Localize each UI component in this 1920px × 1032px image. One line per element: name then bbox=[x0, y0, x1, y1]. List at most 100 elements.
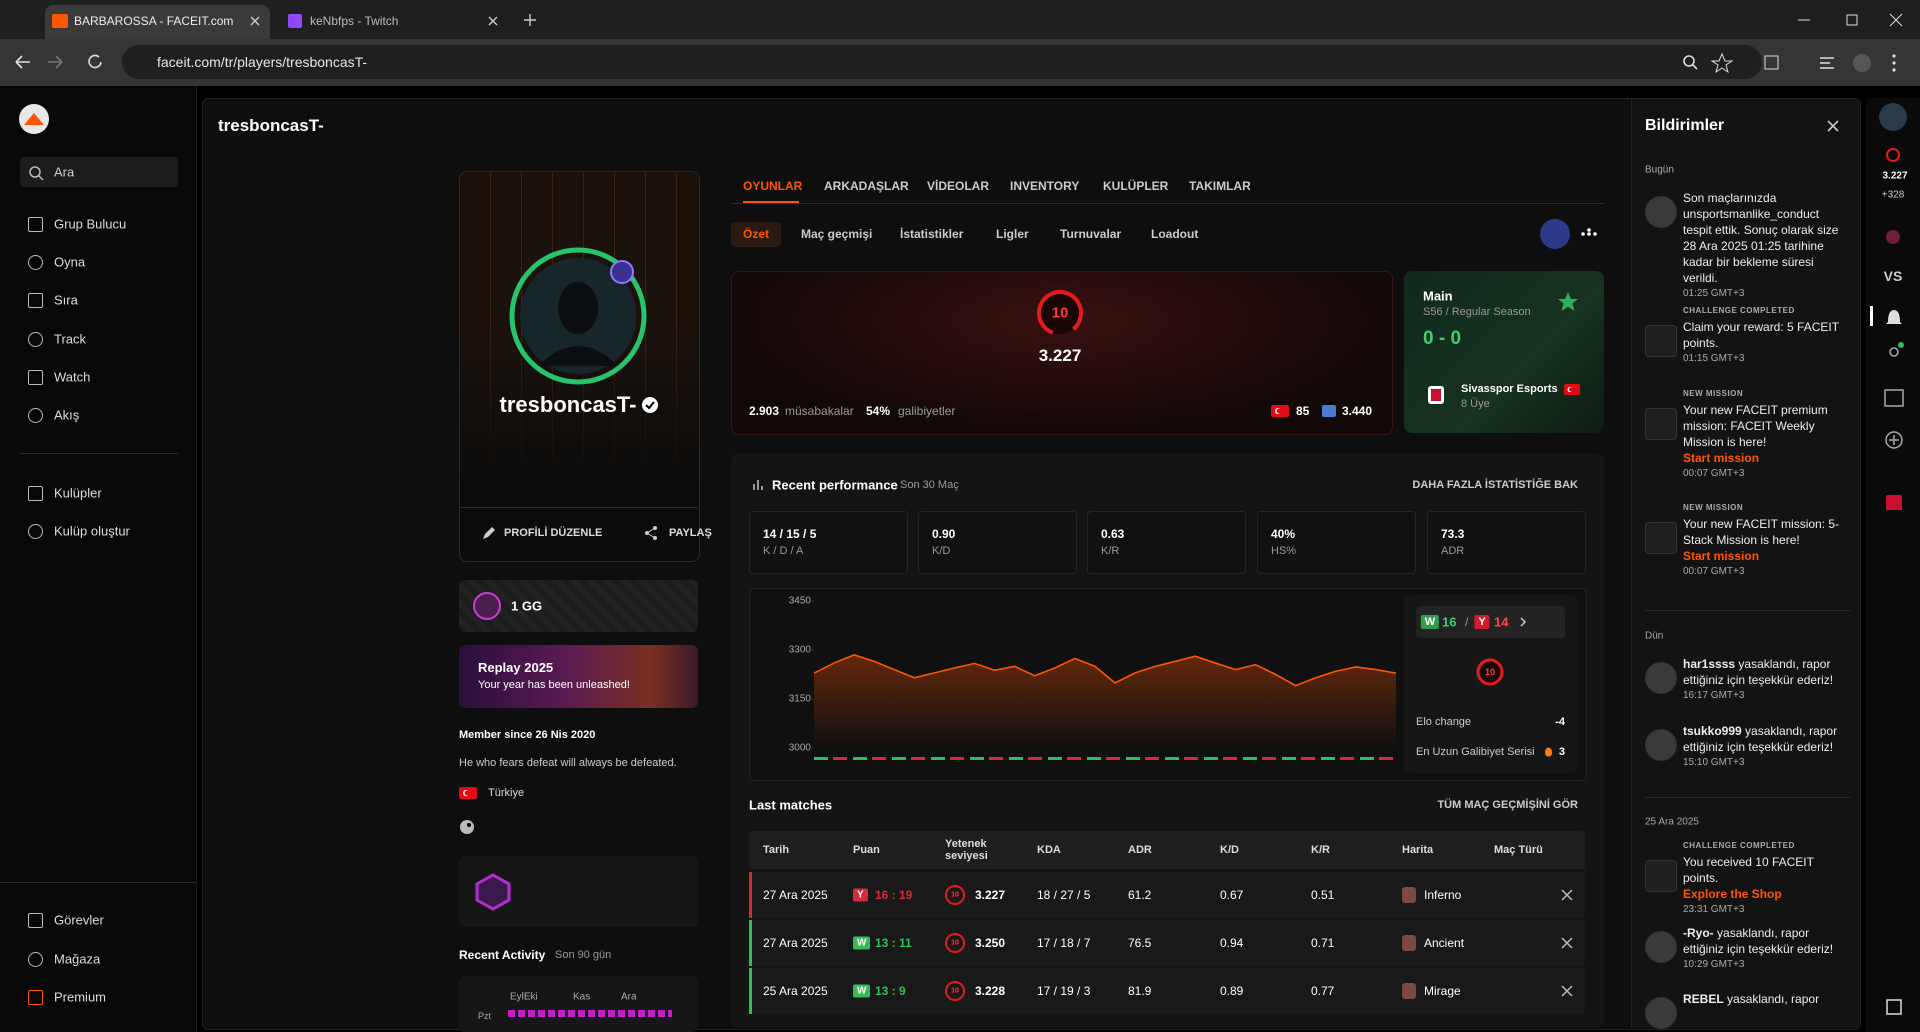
graphic bbox=[645, 401, 655, 410]
profile-tab[interactable]: KULÜPLER bbox=[1103, 179, 1169, 193]
faceit-logo[interactable] bbox=[18, 103, 50, 135]
sub-tab[interactable]: Özet bbox=[742, 227, 770, 241]
sub-tab[interactable]: Ligler bbox=[996, 227, 1029, 241]
league-card[interactable] bbox=[1404, 271, 1604, 433]
nav-item[interactable] bbox=[20, 399, 178, 431]
nav-item[interactable] bbox=[20, 246, 178, 278]
graphic bbox=[1037, 290, 1083, 336]
new-tab[interactable] bbox=[523, 13, 537, 27]
tab-title[interactable]: keNbfps - Twitch bbox=[310, 14, 399, 28]
stat-label: K / D / A bbox=[763, 545, 804, 557]
window-controls[interactable] bbox=[1790, 10, 1910, 30]
graphic bbox=[642, 397, 658, 413]
nav-item[interactable] bbox=[20, 361, 178, 393]
match-row[interactable] bbox=[749, 968, 1585, 1014]
favicon bbox=[288, 14, 302, 28]
match-kda: 18 / 27 / 5 bbox=[1037, 888, 1091, 902]
wl-pill[interactable] bbox=[1416, 606, 1565, 638]
match-row[interactable] bbox=[749, 872, 1585, 918]
graphic bbox=[1683, 55, 1695, 67]
edit-profile[interactable]: PROFİLİ DÜZENLE bbox=[504, 527, 603, 539]
nav-item[interactable] bbox=[20, 323, 178, 355]
match-elo: 3.227 bbox=[975, 888, 1006, 902]
notification[interactable]: NEW MISSION Your new FACEIT premium missi… bbox=[1645, 386, 1851, 482]
nav-label: Track bbox=[54, 331, 87, 347]
performance-link[interactable]: DAHA FAZLA İSTATİSTİĞE BAK bbox=[1412, 479, 1578, 491]
nav-icon bbox=[28, 332, 43, 347]
activity-month: Kas bbox=[573, 991, 591, 1003]
notification-time: 23:31 GMT+3 bbox=[1683, 904, 1745, 915]
right-bottom-icon[interactable] bbox=[1885, 998, 1903, 1016]
sub-tab[interactable]: Maç geçmişi bbox=[801, 227, 873, 241]
notification[interactable]: NEW MISSION Your new FACEIT mission: 5-St… bbox=[1645, 500, 1851, 580]
region-icon bbox=[1322, 405, 1336, 417]
notification[interactable]: har1ssss yasaklandı, rapor ettiğiniz içi… bbox=[1645, 656, 1851, 704]
tab-close[interactable] bbox=[487, 15, 499, 27]
match-kr: 0.51 bbox=[1311, 888, 1335, 902]
notification[interactable]: Son maçlarınızda unsportsmanlike_conduct… bbox=[1645, 190, 1851, 302]
profile-tab[interactable]: OYUNLAR bbox=[743, 179, 803, 193]
close-notifications[interactable] bbox=[1826, 119, 1840, 133]
team-icon bbox=[1428, 386, 1444, 404]
sub-tab[interactable]: İstatistikler bbox=[900, 227, 964, 241]
profile-tab[interactable]: ARKADAŞLAR bbox=[824, 179, 909, 193]
graphic bbox=[1540, 219, 1570, 249]
notification-link[interactable]: Explore the Shop bbox=[1683, 887, 1782, 901]
nav-buttons[interactable] bbox=[12, 52, 107, 72]
activity-cells bbox=[508, 1010, 672, 1017]
user-avatar[interactable] bbox=[1878, 102, 1908, 132]
stat-label: K/R bbox=[1101, 545, 1120, 557]
share[interactable]: PAYLAŞ bbox=[669, 527, 712, 539]
graphic bbox=[473, 592, 501, 620]
toolbar-icons[interactable] bbox=[1680, 52, 1910, 74]
search-box[interactable] bbox=[20, 157, 178, 187]
notification-text: Claim your reward: 5 FACEIT points. bbox=[1683, 319, 1851, 351]
profile-tab[interactable]: INVENTORY bbox=[1010, 179, 1080, 193]
matches-link[interactable]: TÜM MAÇ GEÇMİŞİNİ GÖR bbox=[1437, 799, 1578, 811]
address-field[interactable] bbox=[122, 45, 1762, 79]
recent-activity-title: Recent Activity bbox=[459, 948, 546, 962]
right-vs[interactable]: VS bbox=[1883, 268, 1903, 284]
match-row[interactable] bbox=[749, 920, 1585, 966]
notification-avatar bbox=[1645, 325, 1677, 357]
map-icon bbox=[1402, 983, 1416, 999]
league-star bbox=[1558, 292, 1578, 311]
notification[interactable]: CHALLENGE COMPLETED Claim your reward: 5 … bbox=[1645, 303, 1851, 367]
graphic bbox=[1892, 61, 1896, 65]
steam-icon[interactable] bbox=[459, 819, 475, 835]
notification-link[interactable]: Start mission bbox=[1683, 549, 1760, 563]
sub-tab[interactable]: Turnuvalar bbox=[1060, 227, 1122, 241]
nav-item[interactable] bbox=[20, 284, 178, 316]
profile-tab[interactable]: VİDEOLAR bbox=[927, 179, 990, 193]
right-icon[interactable] bbox=[1885, 229, 1901, 245]
notification[interactable]: CHALLENGE COMPLETED You received 10 FACEI… bbox=[1645, 838, 1851, 918]
game-icons[interactable] bbox=[1539, 218, 1603, 250]
graphic bbox=[1710, 52, 1734, 74]
table-header: Maç Türü bbox=[1494, 844, 1543, 856]
notification[interactable]: tsukko999 yasaklandı, rapor ettiğiniz iç… bbox=[1645, 723, 1851, 771]
chart-level-icon bbox=[1476, 658, 1504, 686]
sub-tab[interactable]: Loadout bbox=[1151, 227, 1199, 241]
notification-avatar bbox=[1645, 196, 1677, 228]
notification[interactable]: -Ryo- yasaklandı, rapor ettiğiniz için t… bbox=[1645, 925, 1851, 973]
divider bbox=[1645, 610, 1850, 611]
graphic bbox=[1853, 54, 1871, 72]
match-result: Y bbox=[853, 888, 868, 902]
notification[interactable]: REBEL yasaklandı, rapor bbox=[1645, 991, 1851, 1029]
graphic bbox=[1276, 408, 1282, 414]
match-result: W bbox=[853, 936, 871, 950]
graphic bbox=[509, 247, 647, 385]
profile-tab[interactable]: TAKIMLAR bbox=[1189, 179, 1251, 193]
right-icons[interactable] bbox=[1870, 300, 1918, 510]
notification-link[interactable]: Start mission bbox=[1683, 451, 1760, 465]
graphic bbox=[1322, 405, 1336, 417]
graphic bbox=[1587, 228, 1591, 232]
notification-user: tsukko999 bbox=[1683, 724, 1742, 738]
tab-close[interactable] bbox=[249, 15, 261, 27]
replay-card[interactable] bbox=[459, 645, 698, 708]
edit-icon bbox=[483, 527, 495, 539]
winrate-label: galibiyetler bbox=[898, 404, 956, 418]
match-score: 13 : 9 bbox=[875, 984, 906, 998]
tab-active[interactable] bbox=[45, 5, 270, 39]
tab-divider bbox=[731, 203, 1604, 204]
